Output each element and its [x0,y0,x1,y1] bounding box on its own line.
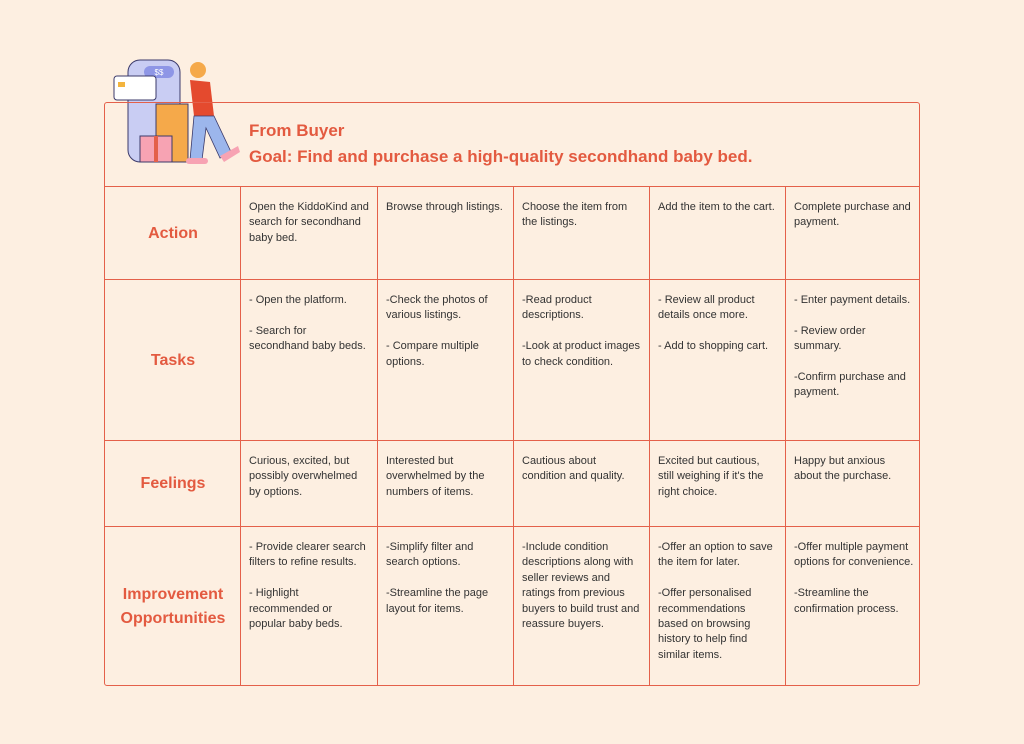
cell: Open the KiddoKind and search for second… [249,200,369,262]
badge [144,66,174,78]
row-divider [105,440,919,441]
cell-text: -Offer multiple payment options for conv… [794,541,914,569]
cell-text: Curious, excited, but possibly overwhelm… [249,455,358,498]
cell: - Enter payment details. - Review order s… [794,293,914,416]
cell-text: -Streamline the page layout for items. [386,587,489,615]
cell-text: Browse through listings. [386,201,503,213]
cell-text: Complete purchase and payment. [794,201,911,229]
cell-text: -Offer personalised recommendations base… [658,587,752,661]
shoe [186,158,208,164]
cell: -Offer an option to save the item for la… [658,540,778,679]
row-divider [105,279,919,280]
ribbon [154,136,158,162]
cell: Browse through listings. [386,200,506,231]
body [190,80,214,116]
cell-text: - Search for secondhand baby beds. [249,324,366,353]
cell-text: -Check the photos of various listings. [386,294,488,322]
chip [118,82,125,87]
cell: Curious, excited, but possibly overwhelm… [249,454,369,516]
cell-text: -Simplify filter and search options. [386,541,474,569]
journey-map: From Buyer Goal: Find and purchase a hig… [104,102,920,686]
cell: -Read product descriptions. -Look at prod… [522,293,642,385]
cell-text: - Provide clearer search filters to refi… [249,541,366,569]
cell: -Check the photos of various listings. - … [386,293,506,385]
cell: - Provide clearer search filters to refi… [249,540,369,648]
column-divider [377,186,378,686]
column-divider [240,186,241,686]
row-label: Improvement Opportunities [120,585,226,627]
cell-text: - Open the platform. [249,294,347,306]
cell-text: -Include condition descriptions along wi… [522,541,640,631]
cell: -Offer multiple payment options for conv… [794,540,914,632]
cell: Interested but overwhelmed by the number… [386,454,506,516]
cell-text: -Streamline the confirmation process. [794,587,899,615]
column-divider [649,186,650,686]
cell: Excited but cautious, still weighing if … [658,454,778,516]
row-label: Action [148,224,198,242]
header-title: From Buyer [249,121,345,140]
cell-text: -Offer an option to save the item for la… [658,541,773,569]
shoe [220,146,240,162]
column-divider [785,186,786,686]
cell-text: -Confirm purchase and payment. [794,371,906,399]
cell-text: - Compare multiple options. [386,340,479,368]
cell-text: Interested but overwhelmed by the number… [386,455,485,498]
cell-text: - Highlight recommended or popular baby … [249,587,343,631]
row-divider [105,186,919,187]
cell-text: Add the item to the cart. [658,201,775,213]
badge-text: $$ [155,68,164,77]
cell-text: - Enter payment details. [794,294,911,306]
cell: Choose the item from the listings. [522,200,642,246]
cell-text: - Add to shopping cart. [658,340,769,353]
cell-text: -Read product descriptions. [522,294,592,322]
cell: -Simplify filter and search options. -Str… [386,540,506,632]
cell-text: Happy but anxious about the purchase. [794,455,892,483]
cell-text: -Look at product images to check conditi… [522,340,641,368]
cell-text: Open the KiddoKind and search for second… [249,201,369,244]
cell-text: - Review order summary. [794,324,866,353]
header-goal: Goal: Find and purchase a high-quality s… [249,147,753,166]
cell: - Open the platform. - Search for secondh… [249,293,369,370]
cell: Add the item to the cart. [658,200,778,231]
cell: - Review all product details once more. -… [658,293,778,370]
cell-text: Cautious about condition and quality. [522,455,625,483]
cell-text: Excited but cautious, still weighing if … [658,455,764,498]
head [190,62,206,78]
row-label: Feelings [140,475,206,492]
cell: Complete purchase and payment. [794,200,914,246]
cell-text: Choose the item from the listings. [522,201,628,229]
cell-text: - Review all product details once more. [658,294,755,322]
cell: Happy but anxious about the purchase. [794,454,914,500]
cell: Cautious about condition and quality. [522,454,642,500]
column-divider [513,186,514,686]
row-label: Tasks [150,351,196,369]
row-divider [105,526,919,527]
illustration: $$ [113,59,240,164]
cell: -Include condition descriptions along wi… [522,540,642,648]
card [113,75,157,101]
